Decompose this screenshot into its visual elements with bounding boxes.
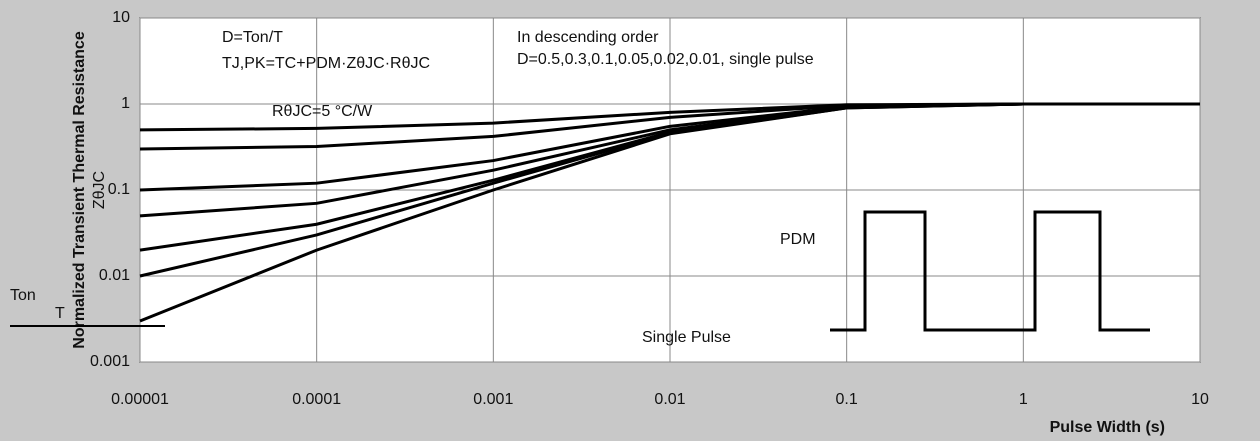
x-tick-label: 0.001 bbox=[473, 391, 513, 408]
y-tick-label: 0.1 bbox=[108, 181, 130, 198]
x-tick-label: 10 bbox=[1191, 391, 1209, 408]
curve bbox=[139, 102, 1200, 323]
x-axis-label: Pulse Width (s) bbox=[1050, 419, 1165, 436]
x-tick-label: 1 bbox=[1019, 391, 1028, 408]
y-axis-symbol: ZθJC bbox=[91, 171, 108, 209]
y-tick-label: 0.001 bbox=[90, 353, 130, 370]
annotation: PDM bbox=[780, 231, 816, 248]
y-tick-label: 0.01 bbox=[99, 267, 130, 284]
annotation: In descending order bbox=[517, 29, 659, 46]
annotation: D=Ton/T bbox=[222, 29, 283, 46]
y-tick-label: 10 bbox=[112, 9, 130, 26]
x-tick-label: 0.01 bbox=[654, 391, 685, 408]
pulse-diagram bbox=[830, 210, 1150, 332]
x-tick-label: 0.1 bbox=[836, 391, 858, 408]
annotation: T bbox=[55, 305, 65, 322]
y-tick-label: 1 bbox=[121, 95, 130, 112]
annotation: RθJC=5 °C/W bbox=[272, 103, 373, 120]
annotation: Ton bbox=[10, 287, 36, 304]
annotation: D=0.5,0.3,0.1,0.05,0.02,0.01, single pul… bbox=[517, 51, 814, 68]
annotation: Single Pulse bbox=[642, 329, 731, 346]
y-axis-label: Normalized Transient Thermal Resistance bbox=[71, 31, 88, 349]
annotation: TJ,PK=TC+PDM·ZθJC·RθJC bbox=[222, 55, 430, 72]
x-tick-label: 0.0001 bbox=[292, 391, 341, 408]
x-tick-label: 0.00001 bbox=[111, 391, 169, 408]
